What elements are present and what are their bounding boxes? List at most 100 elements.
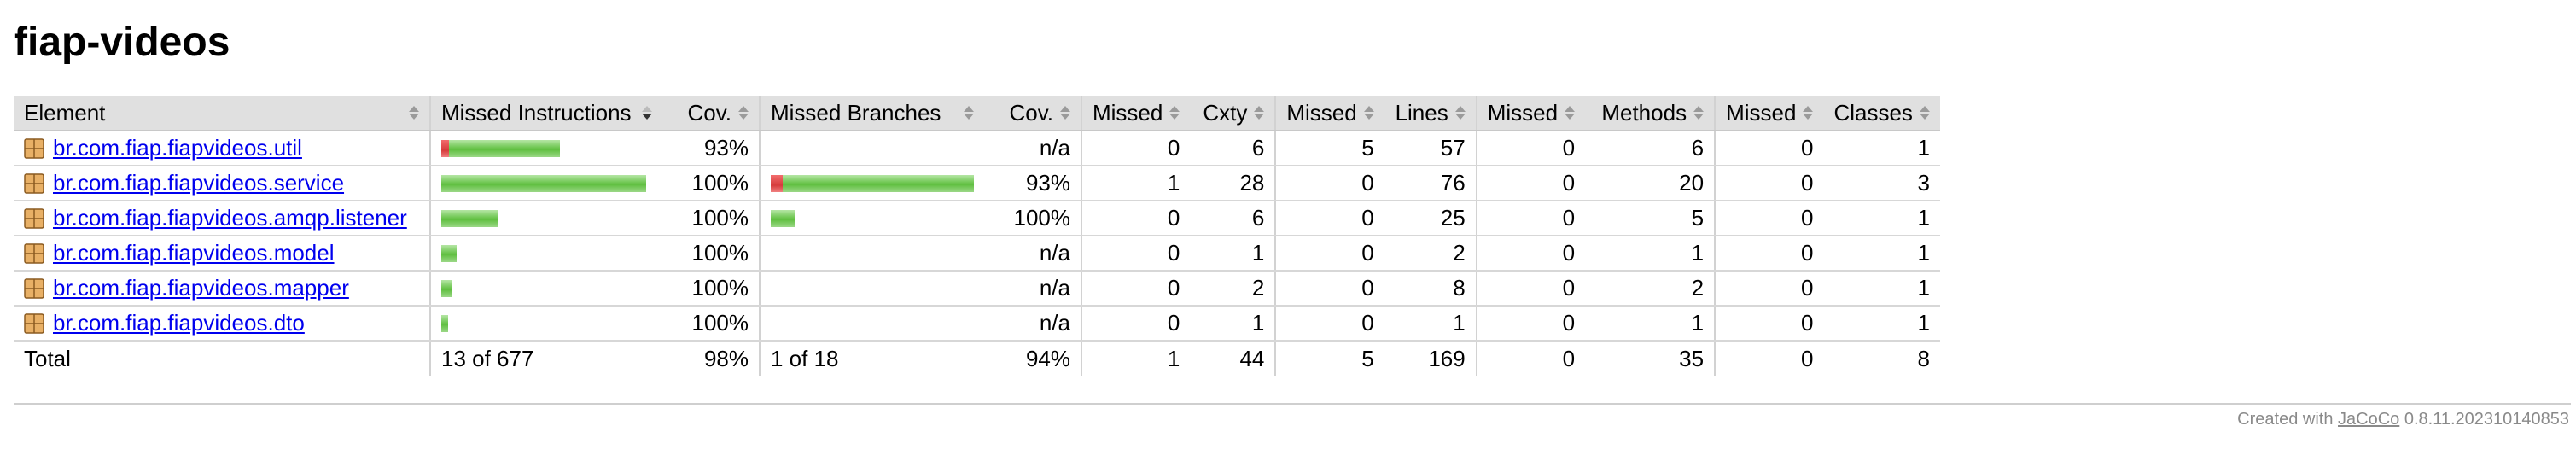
table-total-row: Total 13 of 677 98% 1 of 18 94% 1 44 5 1… — [14, 341, 1940, 376]
classes: 1 — [1823, 131, 1940, 166]
missed-classes: 0 — [1714, 131, 1824, 166]
table-header-row: Element Missed Instructions Cov. Missed … — [14, 96, 1940, 131]
missed-lines: 0 — [1274, 271, 1384, 307]
package-icon — [24, 242, 44, 264]
coverage-bar — [441, 174, 652, 192]
column-header-label: Missed Instructions — [441, 99, 632, 126]
missed-branches-cell — [759, 236, 984, 272]
missed-lines: 5 — [1274, 131, 1384, 166]
column-header-missed-lines[interactable]: Missed — [1274, 96, 1384, 131]
lines: 76 — [1384, 166, 1477, 201]
total-missed-instructions: 13 of 677 — [429, 341, 662, 376]
complexity: 1 — [1190, 236, 1276, 272]
table-row: br.com.fiap.fiapvideos.service 100% 93% 1 28… — [14, 166, 1940, 201]
missed-bar-segment — [441, 139, 449, 157]
covered-bar-segment — [771, 209, 795, 227]
coverage-table: Element Missed Instructions Cov. Missed … — [14, 96, 1940, 376]
column-header-branch-coverage[interactable]: Cov. — [984, 96, 1081, 131]
missed-branches-cell — [759, 306, 984, 342]
sort-icon — [1919, 106, 1930, 120]
sort-icon — [1693, 106, 1705, 120]
total-missed-methods: 0 — [1475, 341, 1586, 376]
complexity: 6 — [1190, 131, 1276, 166]
total-instruction-coverage: 98% — [703, 345, 749, 371]
sort-icon — [1363, 106, 1374, 120]
sort-icon — [1169, 106, 1180, 120]
missed-classes: 0 — [1714, 236, 1824, 272]
column-header-missed-methods[interactable]: Missed — [1475, 96, 1586, 131]
missed-instructions-cell — [429, 166, 662, 201]
missed-instructions-cell — [429, 131, 662, 166]
footer-prefix: Created with — [2237, 410, 2334, 429]
column-header-missed-complexity[interactable]: Missed — [1080, 96, 1191, 131]
instruction-coverage: 100% — [662, 166, 760, 201]
sort-icon — [1454, 106, 1466, 120]
missed-methods: 0 — [1475, 131, 1586, 166]
total-lines: 169 — [1428, 345, 1466, 371]
column-header-lines[interactable]: Lines — [1384, 96, 1477, 131]
complexity: 2 — [1190, 271, 1276, 307]
missed-branches-cell — [759, 201, 984, 236]
package-link[interactable]: br.com.fiap.fiapvideos.dto — [53, 310, 305, 336]
column-header-complexity[interactable]: Cxty — [1190, 96, 1276, 131]
package-icon — [24, 137, 44, 159]
element-cell: br.com.fiap.fiapvideos.amqp.listener — [14, 201, 430, 236]
total-missed-branches: 1 of 18 — [759, 341, 984, 376]
element-cell: br.com.fiap.fiapvideos.mapper — [14, 271, 430, 307]
total-label: Total — [24, 345, 71, 371]
column-header-label: Cxty — [1203, 99, 1248, 126]
column-header-label: Missed — [1487, 99, 1559, 126]
package-icon — [24, 312, 44, 334]
column-header-label: Classes — [1833, 99, 1913, 126]
package-link[interactable]: br.com.fiap.fiapvideos.mapper — [53, 275, 349, 301]
column-header-classes[interactable]: Classes — [1823, 96, 1940, 131]
missed-complexity: 1 — [1080, 166, 1191, 201]
covered-bar-segment — [449, 139, 560, 157]
column-header-label: Missed — [1093, 99, 1163, 126]
column-header-missed-branches[interactable]: Missed Branches — [759, 96, 984, 131]
lines: 57 — [1384, 131, 1477, 166]
page-title: fiap-videos — [14, 20, 230, 65]
missed-lines: 0 — [1274, 236, 1384, 272]
missed-instructions-cell — [429, 236, 662, 272]
sort-icon — [1060, 106, 1070, 120]
column-header-label: Cov. — [1009, 99, 1053, 126]
missed-branches-cell — [759, 166, 984, 201]
missed-classes: 0 — [1714, 166, 1824, 201]
package-link[interactable]: br.com.fiap.fiapvideos.service — [53, 170, 345, 196]
column-header-methods[interactable]: Methods — [1585, 96, 1716, 131]
covered-bar-segment — [441, 279, 452, 297]
package-link[interactable]: br.com.fiap.fiapvideos.util — [53, 135, 302, 161]
jacoco-link[interactable]: JaCoCo — [2338, 410, 2400, 429]
missed-methods: 0 — [1475, 306, 1586, 342]
column-header-instruction-coverage[interactable]: Cov. — [662, 96, 760, 131]
branch-coverage: n/a — [984, 236, 1081, 272]
instruction-coverage: 100% — [662, 201, 760, 236]
sort-icon — [1803, 106, 1814, 120]
total-complexity: 44 — [1239, 345, 1265, 371]
missed-branches-cell — [759, 131, 984, 166]
column-header-missed-classes[interactable]: Missed — [1714, 96, 1824, 131]
branch-coverage: n/a — [984, 131, 1081, 166]
column-header-label: Element — [24, 99, 106, 126]
column-header-missed-instructions[interactable]: Missed Instructions — [429, 96, 662, 131]
column-header-element[interactable]: Element — [14, 96, 430, 131]
missed-complexity: 0 — [1080, 236, 1191, 272]
table-row: br.com.fiap.fiapvideos.amqp.listener 100%… — [14, 201, 1940, 236]
instruction-coverage: 100% — [662, 236, 760, 272]
missed-branches-cell — [759, 271, 984, 307]
package-icon — [24, 277, 44, 299]
coverage-bar — [441, 279, 652, 297]
element-cell: br.com.fiap.fiapvideos.util — [14, 131, 430, 166]
covered-bar-segment — [783, 174, 974, 192]
table-row: br.com.fiap.fiapvideos.dto 100% n/a 0 1 0 1 0 1 0… — [14, 306, 1940, 342]
missed-complexity: 0 — [1080, 131, 1191, 166]
package-link[interactable]: br.com.fiap.fiapvideos.amqp.listener — [53, 205, 407, 231]
classes: 1 — [1823, 236, 1940, 272]
package-link[interactable]: br.com.fiap.fiapvideos.model — [53, 240, 335, 266]
footer-note: Created with JaCoCo 0.8.11.202310140853 — [2237, 410, 2569, 429]
total-branch-coverage: 94% — [1025, 345, 1070, 371]
missed-methods: 0 — [1475, 271, 1586, 307]
classes: 1 — [1823, 271, 1940, 307]
instruction-coverage: 93% — [662, 131, 760, 166]
